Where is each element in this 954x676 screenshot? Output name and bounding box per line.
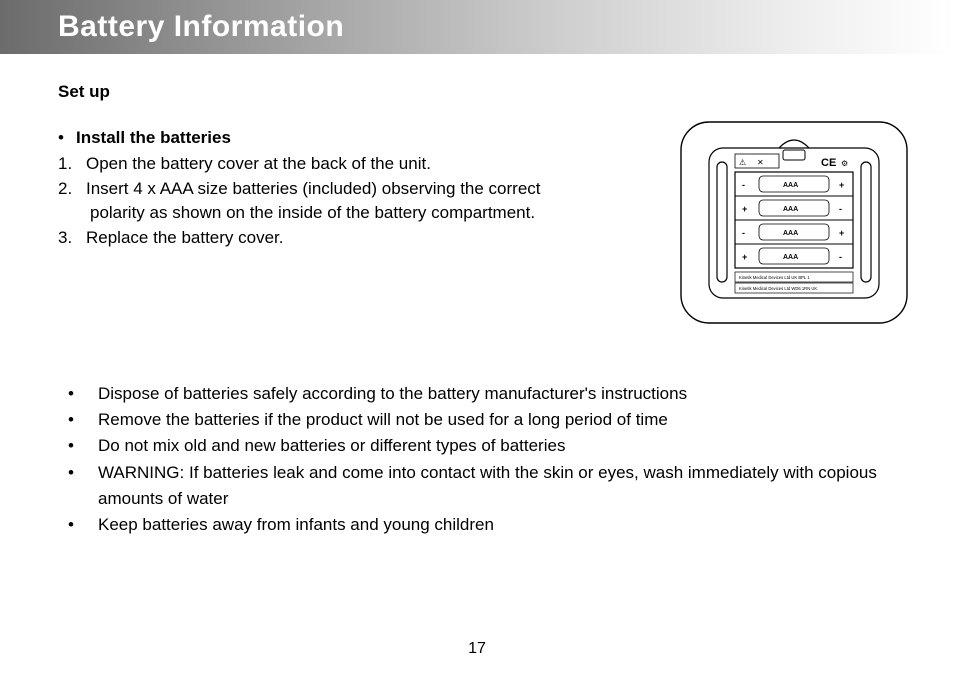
page-title: Battery Information (58, 10, 954, 44)
svg-text:+: + (742, 204, 747, 214)
battery-compartment-diagram: ⚠ ✕ CE ⚙ - AAA + + AAA - (679, 120, 909, 330)
svg-text:-: - (839, 252, 842, 262)
warning-3-text: Do not mix old and new batteries or diff… (98, 433, 896, 459)
warning-item-4: •WARNING: If batteries leak and come int… (58, 460, 896, 513)
warning-item-2: •Remove the batteries if the product wil… (58, 407, 896, 433)
header-bar: Battery Information (0, 0, 954, 54)
svg-text:+: + (839, 228, 844, 238)
step-3-text: Replace the battery cover. (86, 228, 284, 247)
svg-text:+: + (839, 180, 844, 190)
diagram-svg: ⚠ ✕ CE ⚙ - AAA + + AAA - (679, 120, 909, 325)
svg-text:-: - (839, 204, 842, 214)
warning-1-text: Dispose of batteries safely according to… (98, 381, 896, 407)
waste-icon: ⚠ (739, 158, 746, 167)
svg-text:AAA: AAA (783, 230, 798, 237)
svg-text:-: - (742, 228, 745, 238)
svg-text:+: + (742, 252, 747, 262)
warning-item-3: •Do not mix old and new batteries or dif… (58, 433, 896, 459)
install-heading-text: Install the batteries (76, 128, 231, 147)
svg-text:Kinetik Medical Devices Ltd UK: Kinetik Medical Devices Ltd UK BPL 1 (739, 275, 810, 280)
warning-item-1: •Dispose of batteries safely according t… (58, 381, 896, 407)
step-1-text: Open the battery cover at the back of th… (86, 154, 431, 173)
warnings-list: •Dispose of batteries safely according t… (58, 381, 896, 539)
svg-text:⚙: ⚙ (841, 159, 848, 168)
step-2-text-b: polarity as shown on the inside of the b… (90, 203, 535, 222)
warning-2-text: Remove the batteries if the product will… (98, 407, 896, 433)
svg-text:Kinetik Medical Devices Ltd W: Kinetik Medical Devices Ltd WD6 1RN UK (739, 286, 817, 291)
svg-text:-: - (742, 180, 745, 190)
bullet-icon: • (58, 128, 76, 148)
svg-text:✕: ✕ (757, 158, 764, 167)
svg-text:AAA: AAA (783, 254, 798, 261)
setup-heading: Set up (58, 82, 896, 102)
svg-text:AAA: AAA (783, 206, 798, 213)
ce-mark-icon: CE (821, 157, 836, 169)
page: Battery Information Set up •Install the … (0, 0, 954, 676)
warning-5-text: Keep batteries away from infants and you… (98, 512, 896, 538)
warning-item-5: •Keep batteries away from infants and yo… (58, 512, 896, 538)
step-2-text-a: Insert 4 x AAA size batteries (included)… (86, 179, 541, 198)
page-number: 17 (0, 640, 954, 658)
warning-4-text: WARNING: If batteries leak and come into… (98, 460, 896, 513)
svg-text:AAA: AAA (783, 182, 798, 189)
